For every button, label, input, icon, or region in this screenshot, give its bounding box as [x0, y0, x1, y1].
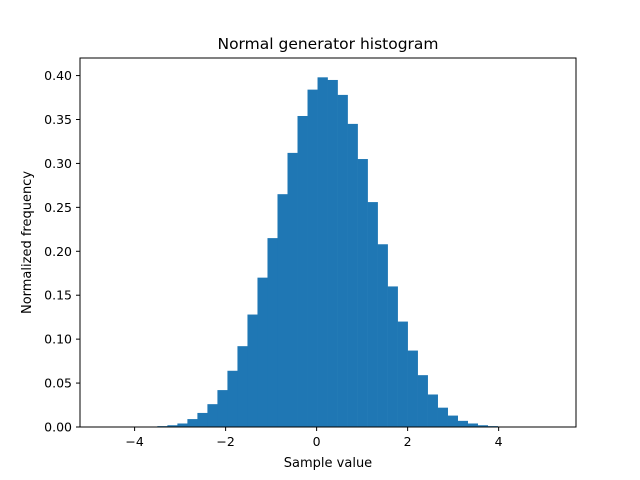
- histogram-bar: [367, 202, 378, 427]
- histogram-bar: [377, 244, 388, 427]
- histogram-bar: [257, 277, 268, 427]
- y-tick-label: 0.20: [44, 244, 72, 259]
- y-tick-label: 0.00: [44, 420, 72, 435]
- histogram-bars: [97, 77, 559, 428]
- histogram-bar: [457, 420, 468, 427]
- x-tick-label: −2: [216, 434, 234, 449]
- histogram-bar: [317, 77, 328, 427]
- y-axis-label: Normalized frequency: [20, 171, 35, 314]
- histogram-bar: [177, 423, 188, 427]
- x-axis-label: Sample value: [284, 456, 372, 471]
- x-tick-label: −4: [125, 434, 143, 449]
- histogram-bar: [387, 286, 398, 427]
- histogram-bar: [347, 123, 358, 427]
- histogram-bar: [187, 419, 198, 427]
- histogram-bar: [167, 425, 178, 427]
- histogram-bar: [327, 79, 338, 428]
- histogram-bar: [217, 390, 228, 427]
- y-tick-label: 0.40: [44, 68, 72, 83]
- histogram-bar: [237, 346, 248, 427]
- histogram-bar: [207, 404, 218, 427]
- histogram-bar: [437, 407, 448, 427]
- y-tick-label: 0.10: [44, 332, 72, 347]
- histogram-bar: [277, 194, 288, 427]
- x-tick-label: 2: [404, 434, 412, 449]
- histogram-bar: [357, 159, 368, 428]
- histogram-bar: [417, 375, 428, 427]
- y-axis: 0.00 0.05 0.10 0.15 0.20 0.25 0.30 0.35 0.40: [44, 68, 80, 435]
- y-tick-label: 0.30: [44, 156, 72, 171]
- y-tick-label: 0.05: [44, 376, 72, 391]
- chart-title: Normal generator histogram: [217, 35, 438, 53]
- histogram-bar: [407, 350, 418, 427]
- plot-frame: [79, 57, 577, 428]
- histogram-bar: [477, 425, 489, 427]
- histogram-bar: [287, 152, 298, 427]
- y-tick-label: 0.25: [44, 200, 72, 215]
- histogram-bar: [467, 423, 479, 427]
- y-tick-label: 0.35: [44, 112, 72, 127]
- histogram-bar: [267, 238, 278, 427]
- y-tick-label: 0.15: [44, 288, 72, 303]
- histogram-bar: [427, 394, 438, 427]
- histogram-bar: [197, 412, 208, 427]
- histogram-bar: [447, 415, 458, 427]
- histogram-bar: [307, 89, 318, 427]
- histogram-bar: [337, 94, 348, 428]
- x-tick-label: 0: [313, 434, 321, 449]
- histogram-bar: [247, 314, 258, 427]
- histogram-bar: [397, 321, 408, 427]
- histogram-bar: [297, 115, 308, 428]
- x-axis: −4 −2 0 2 4: [125, 427, 503, 449]
- histogram-bar: [227, 370, 238, 427]
- x-tick-label: 4: [495, 434, 503, 449]
